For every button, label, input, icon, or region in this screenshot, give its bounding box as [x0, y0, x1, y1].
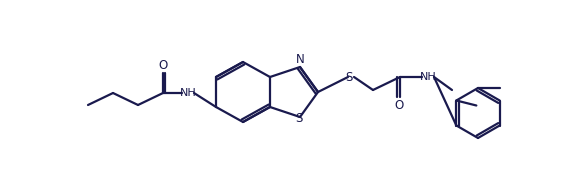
- Text: N: N: [296, 53, 304, 65]
- Text: S: S: [295, 112, 303, 125]
- Text: O: O: [394, 98, 403, 112]
- Text: S: S: [345, 70, 353, 83]
- Text: NH: NH: [419, 72, 436, 82]
- Text: O: O: [158, 58, 168, 71]
- Text: NH: NH: [180, 88, 196, 98]
